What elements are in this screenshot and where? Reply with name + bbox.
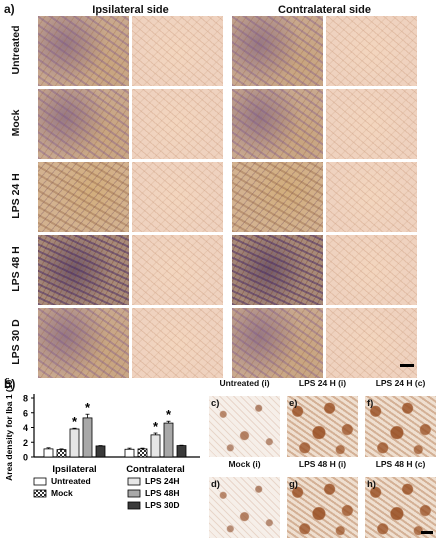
y-tick-label: 6 bbox=[23, 408, 28, 418]
bar bbox=[82, 417, 93, 458]
panel-a-letter: a) bbox=[4, 2, 15, 16]
micrograph-letter: c) bbox=[211, 398, 220, 409]
micrograph-image: f) bbox=[365, 396, 436, 457]
bar bbox=[176, 445, 187, 458]
tissue-image bbox=[326, 235, 417, 305]
tissue-image bbox=[132, 16, 223, 86]
header-contralateral: Contralateral side bbox=[278, 4, 371, 16]
micrograph-image: h) bbox=[365, 477, 436, 538]
micrograph-image: g) bbox=[287, 477, 358, 538]
iba1-bar-chart: 0 2 4 6 8 Area density for Iba 1 (10¹) * * Ipsi… bbox=[4, 378, 200, 510]
micrograph-image: e) bbox=[287, 396, 358, 457]
x-category-label: Contralateral bbox=[126, 464, 185, 475]
bar bbox=[150, 434, 161, 458]
tissue-image bbox=[38, 235, 129, 305]
tissue-image bbox=[132, 308, 223, 378]
row-label-lps-30-d: LPS 30 D bbox=[10, 319, 22, 365]
legend-swatch bbox=[127, 477, 141, 486]
tissue-image bbox=[38, 16, 129, 86]
tissue-image bbox=[232, 16, 323, 86]
legend-swatch bbox=[33, 489, 47, 498]
legend-label: LPS 24H bbox=[145, 476, 180, 486]
micrograph-scale-bar bbox=[421, 531, 433, 534]
micrograph-title: LPS 24 H (c) bbox=[375, 378, 426, 388]
micrograph-letter: g) bbox=[289, 479, 298, 490]
micrograph-title: LPS 24 H (i) bbox=[298, 378, 347, 388]
bar bbox=[56, 449, 67, 458]
legend-label: LPS 48H bbox=[145, 488, 180, 498]
bar bbox=[95, 445, 106, 458]
panel-b-letter: b) bbox=[4, 377, 16, 391]
tissue-image bbox=[232, 162, 323, 232]
micrograph-image: d) bbox=[209, 477, 280, 538]
micrograph-letter: e) bbox=[289, 398, 298, 409]
tissue-image bbox=[326, 308, 417, 378]
significance-star: * bbox=[153, 419, 159, 434]
tissue-image bbox=[326, 162, 417, 232]
y-tick-label: 2 bbox=[23, 438, 28, 448]
x-category-label: Ipsilateral bbox=[52, 464, 96, 475]
tissue-image bbox=[132, 162, 223, 232]
significance-star: * bbox=[85, 400, 91, 415]
legend-label: LPS 30D bbox=[145, 500, 180, 510]
legend-label: Untreated bbox=[51, 476, 91, 486]
tissue-image bbox=[38, 89, 129, 159]
micrograph-letter: f) bbox=[367, 398, 374, 409]
header-ipsilateral: Ipsilateral side bbox=[92, 4, 169, 16]
tissue-image bbox=[132, 235, 223, 305]
y-tick-label: 0 bbox=[23, 453, 28, 463]
tissue-image bbox=[232, 308, 323, 378]
legend-swatch bbox=[127, 489, 141, 498]
bar bbox=[124, 448, 135, 458]
row-label-lps-24-h: LPS 24 H bbox=[10, 173, 22, 219]
micrograph-letter: d) bbox=[211, 479, 220, 490]
significance-star: * bbox=[166, 407, 172, 422]
row-label-mock: Mock bbox=[10, 109, 22, 137]
row-label-lps-48-h: LPS 48 H bbox=[10, 246, 22, 292]
tissue-image bbox=[232, 89, 323, 159]
scale-bar bbox=[400, 364, 414, 367]
y-tick-label: 8 bbox=[23, 394, 28, 404]
micrograph-title: Untreated (i) bbox=[219, 378, 270, 388]
tissue-image bbox=[132, 89, 223, 159]
micrograph-image: c) bbox=[209, 396, 280, 457]
bar bbox=[43, 448, 54, 458]
legend-swatch bbox=[33, 477, 47, 486]
legend-swatch bbox=[127, 501, 141, 510]
bar bbox=[137, 448, 148, 458]
micrograph-title: LPS 48 H (c) bbox=[375, 459, 426, 469]
significance-star: * bbox=[72, 414, 78, 429]
bar bbox=[163, 422, 174, 458]
micrograph-letter: h) bbox=[367, 479, 376, 490]
y-tick-label: 4 bbox=[23, 423, 28, 433]
tissue-image bbox=[38, 162, 129, 232]
micrograph-title: LPS 48 H (i) bbox=[298, 459, 347, 469]
row-label-untreated: Untreated bbox=[10, 25, 22, 75]
tissue-image bbox=[326, 16, 417, 86]
tissue-image bbox=[232, 235, 323, 305]
legend-label: Mock bbox=[51, 488, 73, 498]
bar bbox=[69, 428, 80, 458]
tissue-image bbox=[326, 89, 417, 159]
micrograph-title: Mock (i) bbox=[228, 459, 261, 469]
y-axis-label: Area density for Iba 1 (10¹) bbox=[4, 378, 14, 481]
tissue-image bbox=[38, 308, 129, 378]
